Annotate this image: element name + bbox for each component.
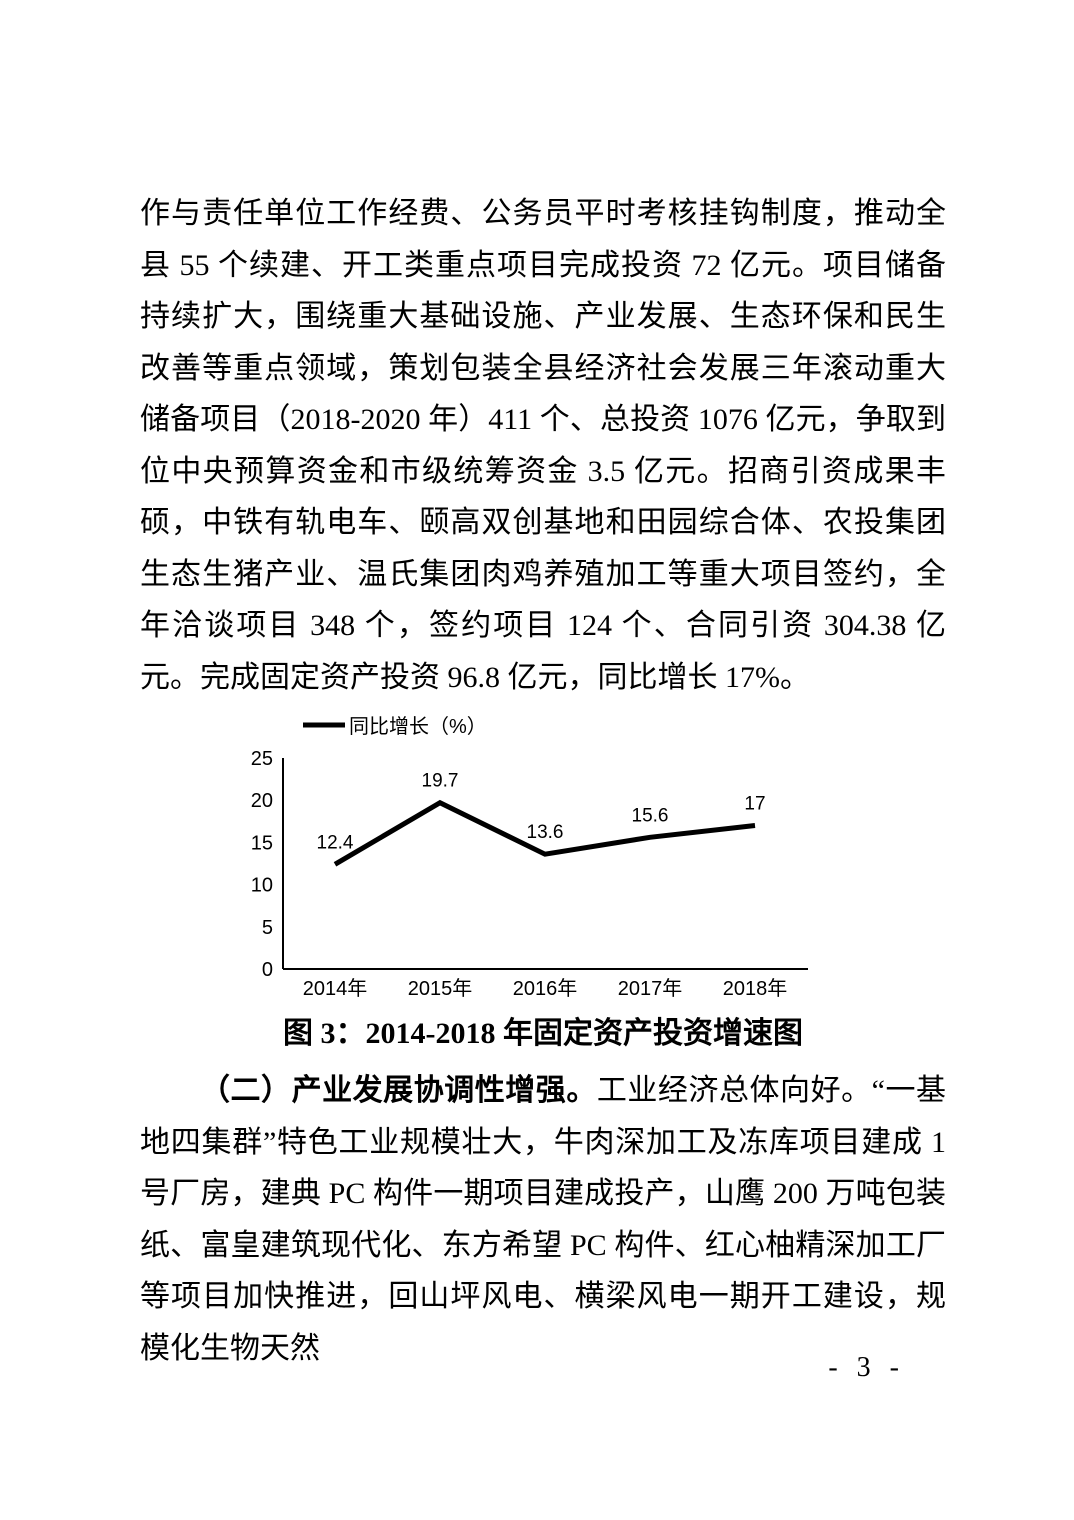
- figure-caption: 图 3：2014-2018 年固定资产投资增速图: [283, 1017, 803, 1050]
- figure-chart: 同比增长（%） 0 5 10 15 20 25 12.4 2014年 19.7 2015年 13.6 2…: [140, 703, 946, 1057]
- y-tick-label: 5: [262, 917, 273, 939]
- x-tick-label: 2016年: [513, 977, 578, 1000]
- data-label: 12.4: [317, 832, 354, 853]
- data-label: 15.6: [632, 805, 669, 826]
- x-tick-label: 2017年: [618, 977, 683, 1000]
- x-tick-label: 2018年: [723, 977, 788, 1000]
- data-label: 19.7: [422, 771, 459, 792]
- body-paragraph-1: 作与责任单位工作经费、公务员平时考核挂钩制度，推动全县 55 个续建、开工类重点…: [140, 197, 946, 694]
- body-paragraph-2-text: 工业经济总体向好。“一基地四集群”特色工业规模壮大，牛肉深加工及冻库项目建成 1…: [140, 1074, 946, 1365]
- y-tick-label: 20: [251, 790, 273, 812]
- x-tick-label: 2014年: [303, 977, 368, 1000]
- section-heading: （二）产业发展协调性增强。: [200, 1074, 597, 1107]
- data-label: 17: [744, 794, 765, 815]
- page-content: 作与责任单位工作经费、公务员平时考核挂钩制度，推动全县 55 个续建、开工类重点…: [140, 0, 946, 1374]
- data-line: [333, 799, 756, 867]
- body-paragraph-2: （二）产业发展协调性增强。工业经济总体向好。“一基地四集群”特色工业规模壮大，牛…: [140, 1065, 946, 1374]
- line-chart: 同比增长（%） 0 5 10 15 20 25 12.4 2014年 19.7 2015年 13.6 2…: [251, 715, 808, 1000]
- y-tick-label: 15: [251, 832, 273, 854]
- y-tick-label: 0: [262, 959, 273, 981]
- legend-label: 同比增长（%）: [349, 715, 487, 738]
- y-tick-label: 10: [251, 875, 273, 897]
- data-label: 13.6: [527, 822, 564, 843]
- x-tick-label: 2015年: [408, 977, 473, 1000]
- y-tick-label: 25: [251, 748, 273, 770]
- page-number: - 3 -: [828, 1352, 905, 1383]
